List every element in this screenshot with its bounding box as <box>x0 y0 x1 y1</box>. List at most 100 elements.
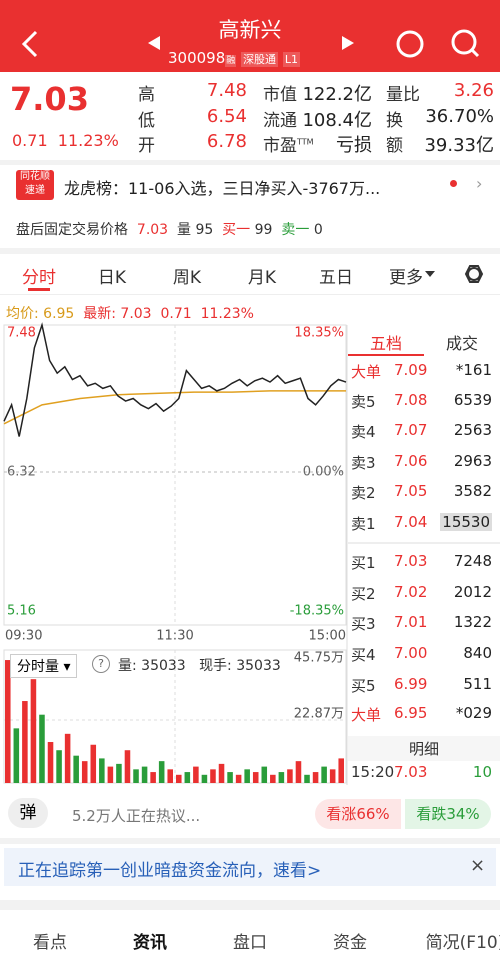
volume-bar <box>312 772 319 783</box>
nav-item[interactable]: 简况(F10) <box>425 933 500 953</box>
volume-bar <box>270 774 276 783</box>
volume-bar <box>244 769 250 783</box>
tab[interactable]: 日K <box>97 268 127 288</box>
title: 高新兴 <box>218 18 282 42</box>
banner-text[interactable]: 正在追踪第一创业暗盘资金流向，速看> <box>18 861 322 881</box>
right-axis-label: -18.35% <box>290 604 344 619</box>
volume-bar <box>278 772 285 783</box>
header-icons <box>21 29 480 58</box>
book-label: 买5 <box>351 677 376 695</box>
stat-value: 39.33亿 <box>424 135 494 156</box>
divider <box>0 900 500 910</box>
help-icon[interactable]: ? <box>92 655 110 673</box>
badge-line: 速递 <box>25 185 45 196</box>
nav-item[interactable]: 看点 <box>33 933 67 953</box>
volume-bar <box>261 766 268 783</box>
volume-bar <box>90 744 97 783</box>
book-volume: *029 <box>455 704 492 722</box>
book-price: 7.03 <box>394 552 428 570</box>
bear[interactable]: 看跌34% <box>405 799 491 829</box>
nav-item[interactable]: 资金 <box>333 933 367 953</box>
volume-bar <box>99 758 105 783</box>
chart: 7.48 6.32 5.16 18.35% 0.00% -18.35% 09:30 11:30… <box>3 322 500 785</box>
vol-title: 分时量 <box>17 659 59 675</box>
volume-bar <box>5 660 11 783</box>
volume-bar <box>56 750 62 783</box>
volume-bar <box>133 769 139 783</box>
volume-bar <box>73 755 79 783</box>
tab[interactable]: 更多 <box>389 268 423 288</box>
label: 卖一 <box>281 222 310 238</box>
stat-value: 122.2亿 <box>302 84 372 105</box>
volume-bar <box>338 758 344 783</box>
left-axis-label: 5.16 <box>7 604 36 619</box>
book-label: 卖1 <box>351 515 376 533</box>
hand: 现手: 35033 <box>199 658 281 674</box>
book-volume: 7248 <box>453 552 492 570</box>
nav-item[interactable]: 盘口 <box>233 933 267 953</box>
book-volume: 2012 <box>453 583 492 601</box>
book-label: 大单 <box>351 363 382 381</box>
book-price: 7.07 <box>394 421 428 439</box>
stat-label: 量比 <box>386 85 420 105</box>
book-volume: 511 <box>463 675 492 693</box>
value: 95 <box>195 222 214 238</box>
book-label: 卖4 <box>351 423 376 441</box>
detail-tab[interactable]: 明细 <box>348 736 500 761</box>
vol: 量: 35033 <box>118 658 186 674</box>
divider <box>0 160 500 165</box>
book-price: 7.01 <box>394 613 428 631</box>
dot <box>450 180 457 187</box>
stat-label: 换 <box>386 111 403 131</box>
social-text[interactable]: 5.2万人正在热议... <box>72 807 201 825</box>
vol-select[interactable]: 分时量 ▾ <box>10 654 78 678</box>
stat-value: 6.54 <box>206 106 247 127</box>
book-volume: *161 <box>455 361 492 379</box>
close[interactable]: × <box>470 855 486 876</box>
volume-bar <box>227 772 233 783</box>
book-label: 大单 <box>351 706 382 724</box>
price-line <box>3 322 347 437</box>
news-text[interactable]: 龙虎榜：11-06入选，三日净买入-3767万... <box>64 179 381 198</box>
volume-bar <box>39 714 45 783</box>
tick-price: 7.03 <box>394 763 428 781</box>
book-price: 7.00 <box>394 644 428 662</box>
stat-label: 额 <box>386 136 403 156</box>
divider <box>0 294 500 295</box>
danmu[interactable]: 弹 <box>8 798 48 828</box>
chevron: › <box>476 174 483 193</box>
book-price: 7.04 <box>394 513 428 531</box>
tab[interactable]: 周K <box>172 268 202 288</box>
tab[interactable]: 分时 <box>22 268 56 288</box>
volume-bar <box>176 774 182 783</box>
pct: 11.23% <box>200 306 254 322</box>
book-volume: 840 <box>463 644 492 662</box>
book-label: 买1 <box>351 554 376 572</box>
tab[interactable]: 五日 <box>319 268 353 288</box>
badge: L1 <box>282 52 300 67</box>
banner[interactable] <box>4 848 496 886</box>
tick-time: 15:20 <box>351 763 395 781</box>
book-tab[interactable]: 成交 <box>445 334 478 353</box>
volume-bar <box>124 750 131 783</box>
bull[interactable]: 看涨66% <box>315 799 401 829</box>
stat-value: 6.78 <box>206 131 247 152</box>
stat-value: 7.48 <box>206 80 247 101</box>
book-volume: 15530 <box>440 513 492 531</box>
stat-sup: TTM <box>297 137 314 147</box>
tab-icons <box>28 265 484 291</box>
book-label: 卖3 <box>351 454 376 472</box>
volume-bar <box>295 761 302 783</box>
nav-item[interactable]: 资讯 <box>133 933 167 953</box>
volume-bar <box>22 701 28 783</box>
volume-bar <box>158 761 165 783</box>
book-label: 买4 <box>351 646 376 664</box>
change-value: 0.71 <box>12 131 48 150</box>
book-volume: 6539 <box>453 391 492 409</box>
book-tab[interactable]: 五档 <box>348 330 424 356</box>
tab[interactable]: 月K <box>247 268 277 288</box>
book-label: 买2 <box>351 585 376 603</box>
stat-label: 高 <box>138 85 155 105</box>
tick-volume: 10 <box>472 763 492 781</box>
